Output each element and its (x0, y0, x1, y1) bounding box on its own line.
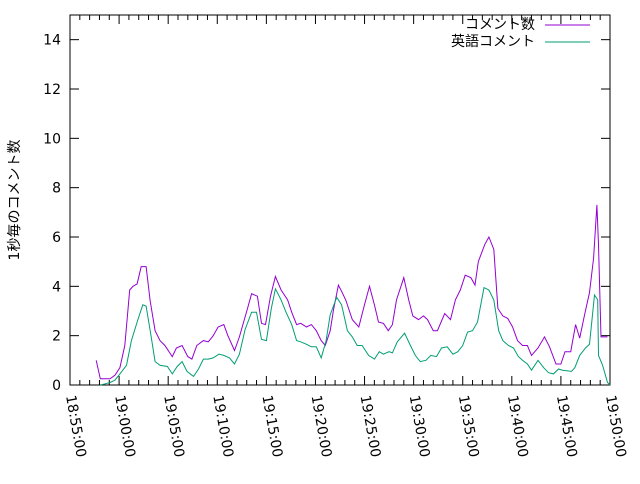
x-tick-label: 19:25:00 (357, 394, 384, 459)
x-tick-label: 19:40:00 (504, 394, 531, 459)
x-tick-label: 18:55:00 (62, 394, 89, 459)
y-tick-label: 10 (43, 131, 61, 147)
y-axis-label: 1秒毎のコメント数 (7, 140, 23, 261)
x-tick-label: 19:10:00 (209, 394, 236, 459)
y-tick-label: 0 (52, 378, 61, 394)
y-tick-label: 6 (52, 230, 61, 246)
x-tick-label: 19:15:00 (258, 394, 285, 459)
legend: コメント数 英語コメント (451, 17, 590, 50)
x-tick-label: 19:50:00 (602, 394, 629, 459)
x-tick-label: 19:20:00 (308, 394, 335, 459)
x-tick-label: 19:05:00 (160, 394, 187, 459)
y-tick-label: 2 (52, 329, 61, 345)
x-tick-label: 19:35:00 (455, 394, 482, 459)
y-tick-label: 4 (52, 279, 61, 295)
x-tick-label: 19:00:00 (111, 394, 138, 459)
x-tick-label: 19:30:00 (406, 394, 433, 459)
series-line-1 (100, 286, 611, 386)
series-line-0 (95, 204, 608, 380)
series-lines (95, 204, 611, 386)
legend-label-1: 英語コメント (451, 33, 535, 50)
plot-border (69, 14, 611, 386)
y-tick-label: 8 (52, 181, 61, 197)
axis-ticks: 0 2 4 6 8 10 12 14 18:55:00 19:00:00 19:05:00 19:10… (43, 15, 629, 459)
legend-label-0: コメント数 (465, 17, 535, 33)
x-tick-label: 19:45:00 (553, 394, 580, 459)
y-tick-label: 14 (43, 33, 61, 49)
y-tick-label: 12 (43, 82, 61, 98)
